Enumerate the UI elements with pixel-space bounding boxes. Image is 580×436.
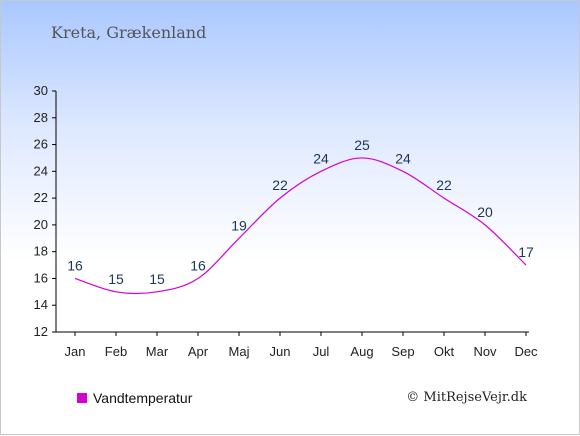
x-tick-label: Jul [313, 344, 330, 359]
x-tick-label: Okt [434, 344, 455, 359]
x-tick-label: Aug [350, 344, 373, 359]
y-tick-label: 18 [34, 244, 48, 259]
y-tick-label: 26 [34, 137, 48, 152]
y-tick-label: 20 [34, 217, 48, 232]
x-tick-label: Maj [229, 344, 250, 359]
x-tick-label: Apr [188, 344, 209, 359]
legend-label: Vandtemperatur [93, 390, 193, 406]
legend: Vandtemperatur [77, 390, 192, 406]
chart-title: Kreta, Grækenland [51, 23, 207, 42]
data-label: 15 [149, 271, 165, 287]
data-label: 16 [190, 257, 206, 273]
data-label: 22 [436, 177, 452, 193]
data-label: 19 [231, 217, 247, 233]
credit-text: © MitRejseVejr.dk [406, 390, 527, 405]
x-tick-label: Feb [105, 344, 127, 359]
data-label: 24 [395, 150, 411, 166]
data-label: 24 [313, 150, 329, 166]
series-line [74, 157, 527, 295]
data-label: 15 [108, 271, 124, 287]
legend-swatch [77, 393, 87, 403]
y-tick-label: 12 [34, 324, 48, 339]
data-label: 20 [477, 204, 493, 220]
y-tick-label: 22 [34, 190, 48, 205]
data-label: 22 [272, 177, 288, 193]
y-tick-label: 24 [34, 163, 48, 178]
x-tick-label: Dec [514, 344, 538, 359]
data-label: 17 [518, 244, 534, 260]
y-tick-label: 30 [34, 83, 48, 98]
x-tick-label: Jun [270, 344, 291, 359]
data-label: 16 [67, 257, 83, 273]
x-tick-label: Mar [146, 344, 169, 359]
x-tick-label: Jan [65, 344, 86, 359]
data-label: 25 [354, 137, 370, 153]
y-tick-label: 16 [34, 270, 48, 285]
y-tick-label: 28 [34, 110, 48, 125]
x-tick-label: Sep [391, 344, 414, 359]
y-tick-label: 14 [34, 297, 48, 312]
x-tick-label: Nov [473, 344, 497, 359]
